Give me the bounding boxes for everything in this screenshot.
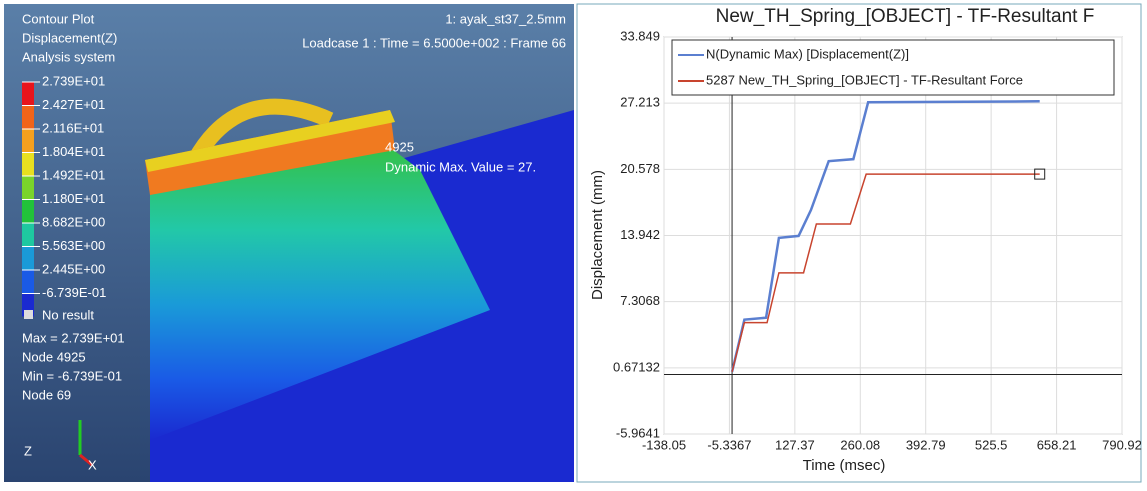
handle bbox=[188, 98, 334, 165]
viewport: Contour Plot Displacement(Z) Analysis syst… bbox=[4, 4, 574, 482]
x-tick-label: 392.79 bbox=[906, 437, 946, 452]
y-tick-label: 33.849 bbox=[620, 28, 660, 43]
x-tick-label: 790.92 bbox=[1102, 437, 1142, 452]
legend-label: 2.116E+01 bbox=[42, 120, 104, 135]
loadcase: Loadcase 1 : Time = 6.5000e+002 : Frame … bbox=[302, 35, 566, 50]
x-tick-label: 658.21 bbox=[1037, 437, 1077, 452]
legend-swatch bbox=[22, 199, 34, 223]
legend-label: N(Dynamic Max) [Displacement(Z)] bbox=[706, 46, 909, 61]
series-line bbox=[731, 173, 1040, 373]
y-tick-label: 20.578 bbox=[620, 161, 660, 176]
legend-swatch bbox=[22, 105, 34, 129]
legend-swatch bbox=[22, 176, 34, 199]
y-tick-label: -5.9641 bbox=[616, 425, 660, 440]
legend-swatch bbox=[22, 129, 34, 152]
y-axis-label: Displacement (mm) bbox=[589, 170, 606, 300]
x-tick-label: 127.37 bbox=[775, 437, 815, 452]
no-result-swatch bbox=[24, 310, 33, 319]
legend-swatch bbox=[22, 270, 34, 293]
x-tick-label: 525.5 bbox=[975, 437, 1008, 452]
stat: Min = -6.739E-01 bbox=[22, 368, 122, 383]
legend-label: 5.563E+00 bbox=[42, 238, 105, 253]
top-bar-edge bbox=[145, 110, 395, 172]
x-tick-label: 260.08 bbox=[840, 437, 880, 452]
viewport-title: Displacement(Z) bbox=[22, 30, 117, 45]
legend-label: 1.804E+01 bbox=[42, 144, 105, 159]
y-tick-label: 27.213 bbox=[620, 95, 660, 110]
legend-label: 2.427E+01 bbox=[42, 97, 105, 112]
model-name: 1: ayak_st37_2.5mm bbox=[445, 11, 566, 26]
viewport-title: Contour Plot bbox=[22, 11, 95, 26]
wall bbox=[150, 140, 490, 440]
legend-box bbox=[671, 39, 1115, 96]
axis-x-label: X bbox=[88, 457, 97, 472]
x-tick-label: -138.05 bbox=[642, 437, 686, 452]
stat: Max = 2.739E+01 bbox=[22, 330, 125, 345]
legend-label: -6.739E-01 bbox=[42, 285, 106, 300]
axis-z-label: Z bbox=[24, 443, 32, 458]
x-axis-label: Time (msec) bbox=[803, 457, 886, 474]
end-marker bbox=[1034, 168, 1046, 180]
node-label: 4925 bbox=[385, 139, 414, 154]
series-line bbox=[730, 100, 1040, 373]
chart-title: New_TH_Spring_[OBJECT] - TF-Resultant F bbox=[716, 6, 1095, 27]
legend-label: 2.445E+00 bbox=[42, 261, 105, 276]
y-tick-label: 7.3068 bbox=[620, 293, 660, 308]
legend-label: 2.739E+01 bbox=[42, 73, 105, 88]
max-label: Dynamic Max. Value = 27. bbox=[385, 159, 536, 174]
chart-panel: New_TH_Spring_[OBJECT] - TF-Resultant F … bbox=[576, 3, 1142, 483]
legend-label: 5287 New_TH_Spring_[OBJECT] - TF-Resulta… bbox=[706, 72, 1023, 87]
y-tick-label: 13.942 bbox=[620, 227, 660, 242]
legend-swatch bbox=[22, 82, 34, 105]
stat: Node 69 bbox=[22, 387, 71, 402]
legend-swatch bbox=[22, 152, 34, 176]
legend-label: 1.492E+01 bbox=[42, 167, 105, 182]
viewport-title: Analysis system bbox=[22, 49, 115, 64]
y-tick-label: 0.67132 bbox=[613, 359, 660, 374]
legend-label: 8.682E+00 bbox=[42, 214, 105, 229]
no-result: No result bbox=[42, 307, 94, 322]
axis-x bbox=[79, 453, 93, 467]
legend-swatch bbox=[22, 246, 34, 270]
x-tick-label: -5.3367 bbox=[707, 437, 751, 452]
stat: Node 4925 bbox=[22, 349, 86, 364]
legend-swatch bbox=[22, 223, 34, 246]
legend-label: 1.180E+01 bbox=[42, 191, 105, 206]
